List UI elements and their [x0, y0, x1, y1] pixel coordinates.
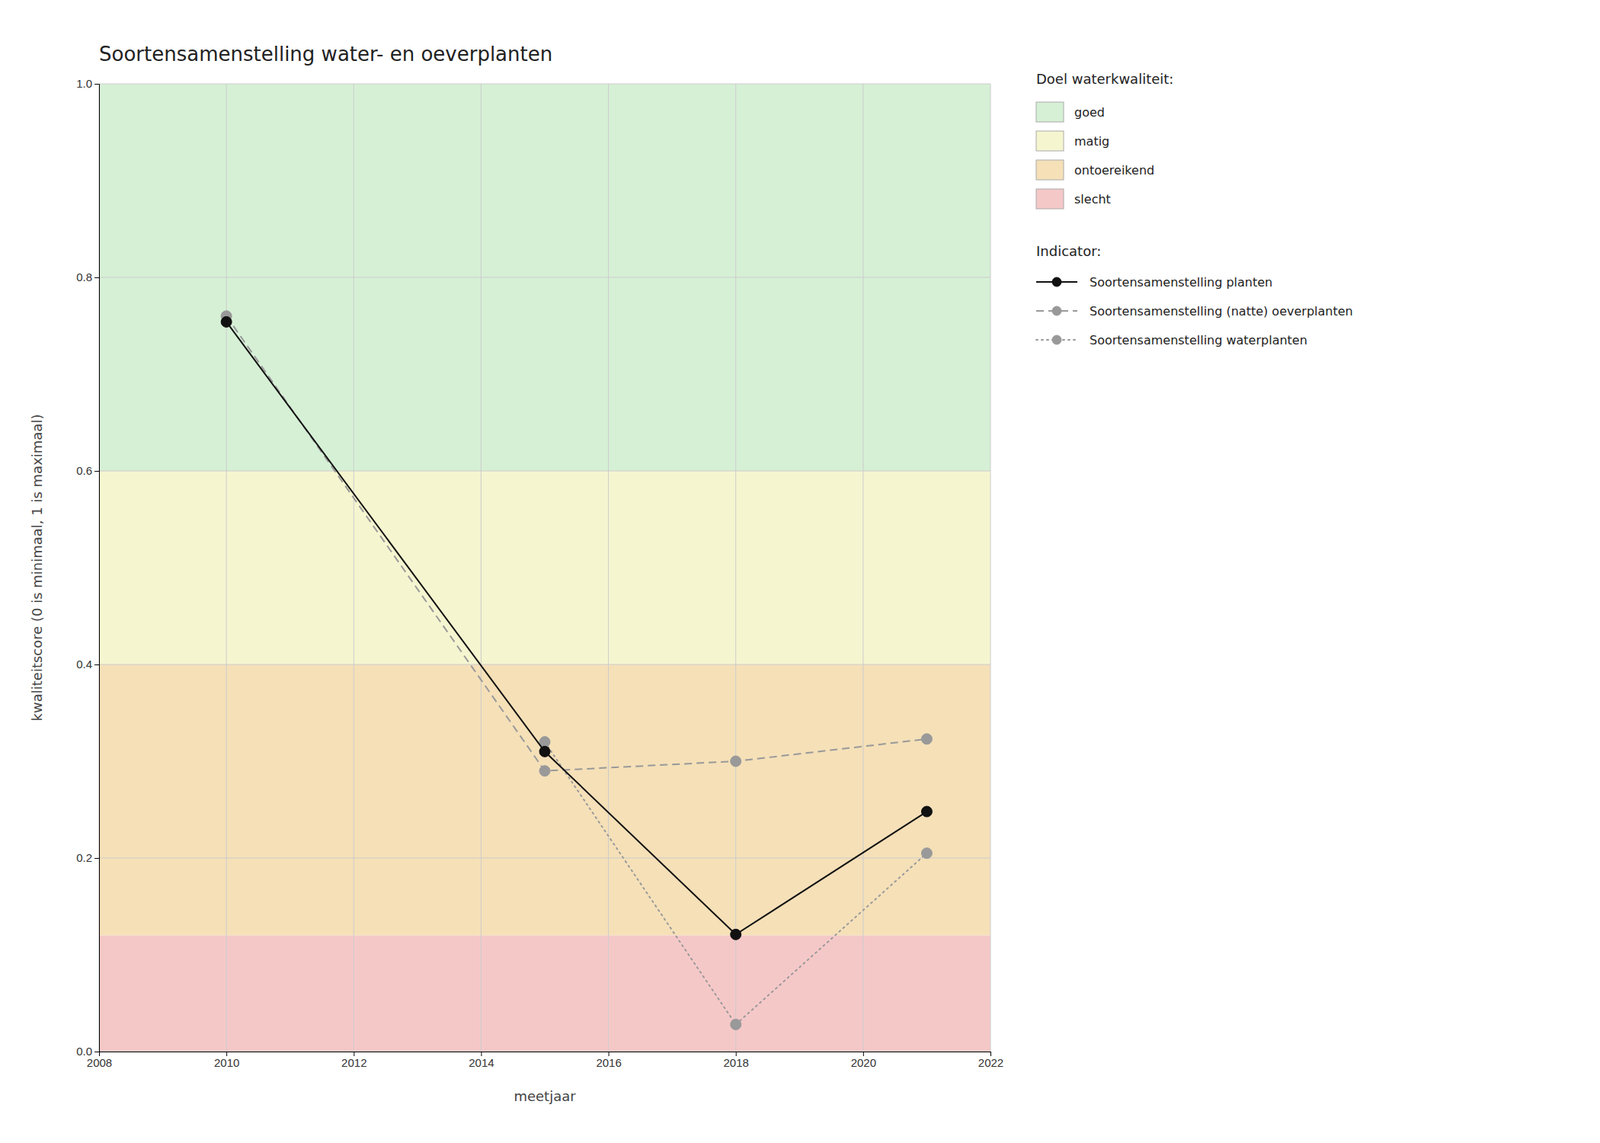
- tick-mark: [94, 1051, 100, 1053]
- series-point: [730, 928, 742, 940]
- tick: 0.4: [76, 657, 100, 671]
- x-axis-title: meetjaar: [513, 1088, 576, 1104]
- legend-swatch: [1036, 160, 1064, 180]
- tick-label: 2018: [723, 1056, 749, 1069]
- chart-title: Soortensamenstelling water- en oeverplan…: [99, 42, 553, 66]
- tick-mark: [94, 83, 100, 85]
- legend-item: slecht: [1036, 188, 1111, 209]
- legend-title: Indicator:: [1036, 243, 1101, 260]
- grid-line-x: [480, 83, 482, 1052]
- series: [220, 316, 932, 940]
- tick: 2016: [595, 1051, 621, 1069]
- tick-label: 2020: [851, 1056, 877, 1069]
- tick-label: 0.2: [76, 851, 93, 864]
- plot-area: 200820102012201420162018202020220.00.20.…: [28, 42, 1004, 1104]
- series-point: [730, 1018, 742, 1030]
- grid: [99, 83, 991, 1052]
- legend-title: Doel waterkwaliteit:: [1036, 70, 1174, 87]
- chart-svg: 200820102012201420162018202020220.00.20.…: [0, 0, 1600, 1143]
- legend-label: Soortensamenstelling waterplanten: [1089, 332, 1308, 348]
- y-axis: 0.0 0.2 0.4 0.6 0.8 1.0: [76, 76, 100, 1058]
- tick: 1.0: [76, 76, 100, 90]
- tick-label: 2014: [468, 1056, 494, 1069]
- series-point: [921, 806, 932, 817]
- legend-label: Soortensamenstelling planten: [1089, 275, 1273, 290]
- legend-item: ontoereikend: [1036, 160, 1155, 180]
- legend-label: matig: [1074, 134, 1110, 149]
- tick: 0.6: [76, 464, 100, 477]
- tick: 0.8: [76, 270, 100, 284]
- series-point: [539, 745, 551, 757]
- tick: 0.0: [76, 1044, 100, 1058]
- zones: [99, 83, 991, 1052]
- grid-line-y: [99, 277, 991, 279]
- series-point: [220, 316, 232, 327]
- series: [220, 310, 932, 777]
- series-group: [220, 310, 932, 1031]
- tick-label: 2016: [595, 1056, 621, 1069]
- tick: 2010: [214, 1051, 240, 1069]
- grid-line-x: [608, 83, 609, 1052]
- legend-item: Soortensamenstelling waterplanten: [1036, 332, 1308, 348]
- tick: 2014: [468, 1051, 494, 1069]
- zone-band: [99, 470, 991, 665]
- grid-line-x: [353, 83, 355, 1052]
- zone-band: [99, 83, 991, 471]
- grid-line-y: [99, 857, 991, 859]
- legend-swatch: [1036, 131, 1064, 151]
- tick: 2022: [978, 1051, 1004, 1069]
- tick-mark: [94, 664, 100, 666]
- series-point: [730, 755, 742, 767]
- legend-swatch: [1036, 102, 1064, 122]
- tick-label: 2022: [978, 1056, 1004, 1069]
- legend-label: ontoereikend: [1074, 163, 1155, 178]
- zone-band: [99, 935, 991, 1052]
- tick-label: 0.6: [76, 464, 93, 477]
- tick: 2012: [341, 1051, 367, 1069]
- tick-label: 1.0: [76, 76, 93, 90]
- tick-label: 2012: [341, 1056, 367, 1069]
- legend-item: Soortensamenstelling (natte) oeverplante…: [1036, 304, 1354, 319]
- legend-marker: [1052, 335, 1062, 345]
- legend-label: goed: [1074, 105, 1105, 120]
- legend-item: matig: [1036, 131, 1110, 151]
- axis-domain: [94, 84, 100, 1053]
- series-line: [544, 742, 927, 1025]
- tick-label: 0.0: [76, 1044, 93, 1058]
- tick: 2018: [723, 1051, 749, 1069]
- grid-line-y: [99, 83, 991, 85]
- legend: Doel waterkwaliteit: goed matig ontoereiken…: [1036, 70, 1354, 348]
- series-line: [226, 321, 927, 935]
- series-point: [539, 765, 551, 777]
- grid-line-x: [990, 83, 992, 1052]
- tick: 0.2: [76, 851, 100, 864]
- legend-item: goed: [1036, 102, 1105, 122]
- grid-line-x: [862, 83, 864, 1052]
- tick-mark: [94, 277, 100, 279]
- legend-item: Soortensamenstelling planten: [1036, 275, 1273, 290]
- tick: 2020: [851, 1051, 877, 1069]
- legend-label: slecht: [1074, 192, 1111, 207]
- grid-line-x: [735, 83, 736, 1052]
- legend-marker: [1052, 306, 1062, 316]
- tick-mark: [94, 857, 100, 859]
- grid-line-x: [226, 83, 228, 1052]
- legend-marker: [1052, 277, 1062, 287]
- series-point: [921, 733, 932, 745]
- tick-label: 2010: [214, 1056, 240, 1069]
- grid-line-y: [99, 664, 991, 666]
- tick-mark: [94, 470, 100, 472]
- series-line: [226, 316, 927, 772]
- tick-label: 0.4: [76, 657, 93, 671]
- zone-band: [99, 664, 991, 936]
- y-axis-title: kwaliteitscore (0 is minimaal, 1 is maxi…: [28, 414, 45, 722]
- legend-label: Soortensamenstelling (natte) oeverplante…: [1089, 304, 1354, 319]
- grid-line-y: [99, 470, 991, 472]
- series: [539, 736, 932, 1031]
- x-axis: 20082010201220142016201820202022: [86, 1051, 1004, 1069]
- tick-label: 0.8: [76, 270, 93, 284]
- legend-swatch: [1036, 188, 1064, 209]
- series-point: [921, 848, 932, 859]
